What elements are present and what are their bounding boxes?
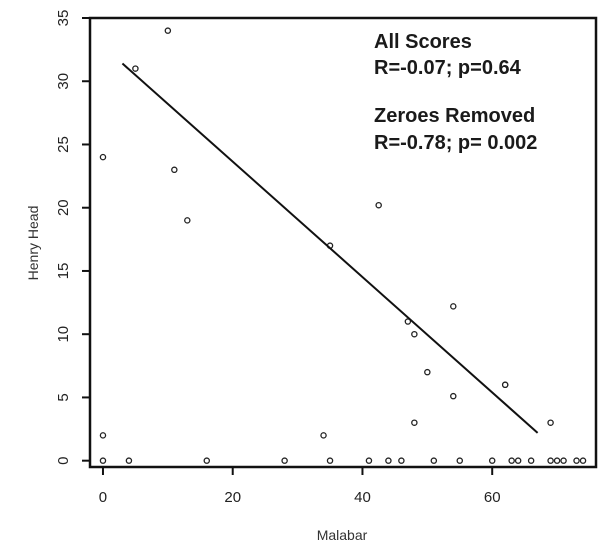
data-point <box>547 419 554 426</box>
data-point <box>450 303 457 310</box>
y-tick-label: 5 <box>55 393 72 401</box>
data-point <box>450 392 457 400</box>
tick-layer: 0 20 40 60 0 5 10 15 20 25 30 35 <box>55 10 501 506</box>
x-tick-label: 40 <box>354 489 371 506</box>
data-point <box>99 432 107 439</box>
annotation-all-scores-stats: R=-0.07; p=0.64 <box>374 57 522 79</box>
data-point <box>501 381 509 389</box>
data-point <box>171 166 178 174</box>
data-point <box>488 457 496 464</box>
x-tick-label: 20 <box>224 489 241 506</box>
data-point <box>547 457 554 464</box>
data-point <box>398 457 405 464</box>
points-layer <box>99 27 587 464</box>
data-point <box>508 457 515 464</box>
data-point <box>553 457 561 464</box>
y-tick-label: 35 <box>55 10 72 27</box>
data-point <box>424 368 431 376</box>
y-tick-label: 20 <box>55 199 72 216</box>
data-point <box>203 457 211 464</box>
y-axis-label: Henry Head <box>25 206 41 281</box>
data-point <box>125 457 133 464</box>
data-point <box>560 457 567 464</box>
data-point <box>573 457 580 464</box>
data-point <box>326 457 334 464</box>
plot-frame <box>88 16 598 469</box>
data-point <box>132 65 139 72</box>
data-point <box>281 457 288 464</box>
data-point <box>164 27 172 34</box>
y-tick-label: 0 <box>55 457 72 465</box>
data-point <box>430 457 438 464</box>
data-point <box>385 457 392 464</box>
x-axis-label: Malabar <box>317 527 368 543</box>
x-tick-label: 0 <box>99 489 107 506</box>
data-point <box>579 457 587 464</box>
y-tick-label: 15 <box>55 263 72 280</box>
data-point <box>411 330 418 338</box>
data-point <box>404 318 412 325</box>
data-point <box>99 457 107 464</box>
data-point <box>365 457 373 464</box>
data-point <box>320 432 327 439</box>
data-point <box>456 457 464 464</box>
annotation-zeroes-removed-stats: R=-0.78; p= 0.002 <box>374 132 537 154</box>
annotation-all-scores-title: All Scores <box>374 31 472 53</box>
data-point <box>375 201 382 209</box>
y-tick-label: 10 <box>55 326 72 343</box>
y-tick-label: 30 <box>55 73 72 90</box>
x-tick-label: 60 <box>484 489 501 506</box>
annotation-zeroes-removed-title: Zeroes Removed <box>374 105 535 127</box>
regression-line <box>121 62 539 434</box>
data-point <box>514 457 522 464</box>
data-point <box>411 419 418 426</box>
y-tick-label: 25 <box>55 136 72 153</box>
data-point <box>527 457 535 464</box>
data-point <box>184 217 191 224</box>
data-point <box>99 153 107 161</box>
